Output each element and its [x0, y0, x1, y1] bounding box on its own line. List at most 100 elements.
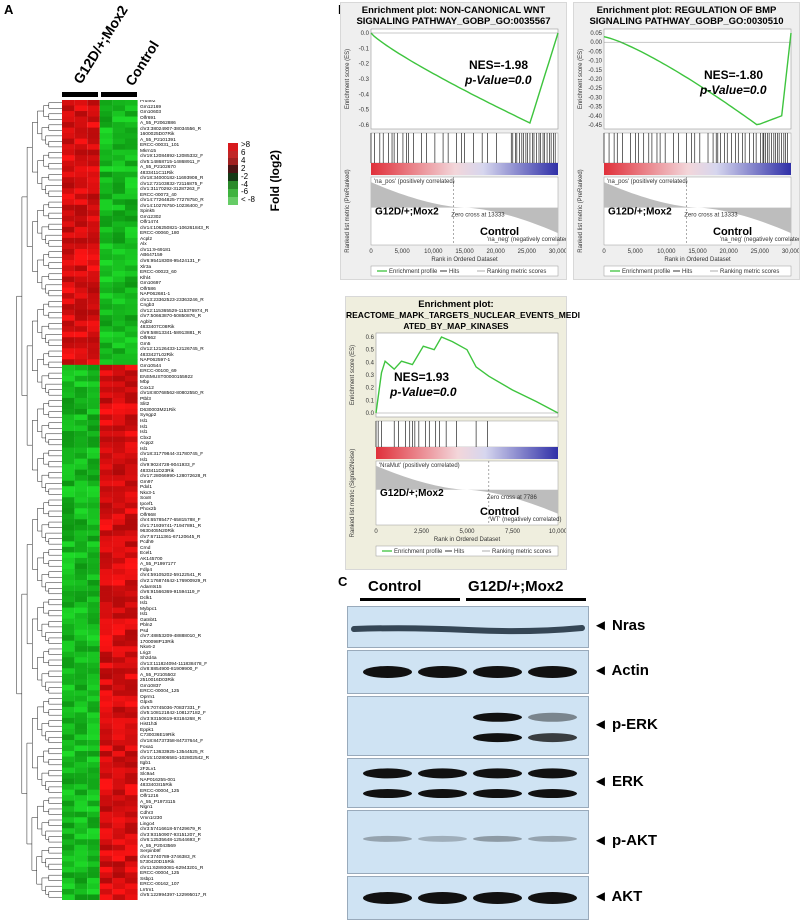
heatmap-cell [74, 855, 88, 862]
heatmap-cell [99, 706, 113, 713]
heatmap-cell [74, 640, 88, 647]
heatmap-cell [125, 740, 138, 746]
heatmap-cell [99, 210, 113, 217]
heatmap-cell [99, 271, 113, 277]
gene-label: Slc9a4 [140, 772, 155, 778]
gene-label: Gm12302 [140, 214, 162, 220]
gene-label: chr9:58813341-58913881_R [140, 330, 202, 336]
heatmap-cell [62, 293, 75, 300]
heatmap-cell [74, 105, 88, 112]
heatmap-cell [87, 894, 100, 900]
gene-label: Olfr662 [140, 336, 156, 342]
heatmap-cell [99, 828, 113, 835]
heatmap-cell [125, 695, 138, 702]
heatmap-cell [87, 122, 100, 128]
heatmap-cell [87, 475, 100, 482]
heatmap-cell [125, 182, 138, 189]
heatmap-cell [99, 574, 113, 581]
heatmap-cell [87, 712, 100, 719]
neg-correlated-label: 'na_neg' (negatively correlated) [487, 237, 566, 243]
heatmap-cell [112, 535, 125, 542]
heatmap-cell [112, 386, 125, 393]
blot-pakt [347, 810, 589, 874]
heatmap-cell [99, 375, 113, 382]
es-tick-label: -0.2 [359, 62, 370, 68]
heatmap-cell [125, 596, 138, 603]
heatmap-cell [99, 800, 113, 807]
heatmap-cell [125, 706, 138, 713]
es-axis-label: Enrichment score (ES) [350, 345, 356, 405]
neg-correlated-label: 'WT' (negatively correlated) [489, 517, 562, 523]
heatmap-cell [74, 265, 88, 272]
heatmap-cell [62, 447, 75, 454]
heatmap-cell [87, 850, 100, 857]
heatmap-cell [62, 828, 75, 835]
enrichment-profile-line [375, 336, 559, 414]
gene-label: Itgb1 [140, 761, 151, 767]
gene-label: chr12:115365529-115376974_R [140, 308, 209, 314]
heatmap-cell [99, 806, 113, 813]
gene-label: 4833411C11Rik [140, 170, 174, 176]
heatmap-cell [112, 541, 125, 548]
heatmap-cell [99, 541, 113, 548]
gene-label: 5730420D15Rik [140, 860, 175, 866]
blot-perk [347, 696, 589, 756]
heatmap-cell [112, 287, 125, 294]
heatmap-cell [62, 248, 75, 255]
legend-tick: -2 [241, 171, 249, 181]
heatmap-cell [112, 800, 125, 807]
gene-label: chr5:122994397-122995017_R [140, 893, 207, 899]
heatmap-cell [99, 657, 113, 664]
heatmap-cell [62, 734, 75, 741]
heatmap-cell [99, 237, 113, 244]
heatmap-cell [87, 298, 100, 305]
heatmap-cell [99, 469, 113, 476]
heatmap-cell [62, 839, 75, 846]
heatmap-cell [125, 844, 138, 851]
legend-item: Hits [454, 549, 464, 555]
heatmap-cell [87, 607, 100, 614]
group-bar-mutant [62, 92, 98, 97]
heatmap-cell [112, 337, 125, 344]
gene-label: 1700098P13Rik [140, 639, 175, 645]
heatmap-cell [87, 745, 100, 752]
heatmap-cell [62, 844, 75, 851]
gene-label: 4833411D23Rik [140, 468, 175, 474]
zero-cross-label: Zero cross at 7786 [487, 495, 538, 501]
neg-correlated-label: 'na_neg' (negatively correlated) [720, 237, 799, 243]
nes-label: NES=-1.98 [469, 58, 528, 72]
enrichment-profile-line [370, 32, 559, 124]
gene-label: Nlgn1 [140, 805, 153, 811]
heatmap-cell [112, 629, 125, 636]
heatmap-cell [87, 635, 100, 642]
x-tick-label: 25,000 [751, 249, 770, 255]
x-tick-label: 0 [369, 249, 373, 255]
heatmap-cell [62, 822, 75, 829]
heatmap-cell [112, 596, 125, 603]
heatmap-cell [112, 740, 125, 746]
rank-axis-label: Ranked list metric (Signal2Noise) [350, 449, 356, 538]
heatmap-cell [87, 480, 100, 487]
heatmap-cell [62, 282, 75, 288]
heatmap-cell [99, 133, 113, 140]
heatmap-cell [87, 105, 100, 112]
heatmap-cell [99, 260, 113, 266]
heatmap-cell [99, 684, 113, 691]
gene-label: A_55_P2105502 [140, 672, 176, 678]
panel-a-letter: A [4, 2, 14, 17]
gene-label: Sox8 [140, 496, 151, 502]
es-axis-label: Enrichment score (ES) [345, 49, 351, 109]
heatmap-cell [125, 756, 138, 763]
heatmap-cell [62, 144, 75, 151]
heatmap-cell [125, 232, 138, 239]
heatmap-cell [99, 717, 113, 724]
heatmap-cell [87, 618, 100, 625]
heatmap-cell [87, 469, 100, 476]
heatmap-cell [87, 728, 100, 735]
gene-label: Hist1h3i [140, 722, 158, 728]
es-tick-label: 0.00 [590, 40, 602, 46]
heatmap-cell [87, 243, 100, 250]
heatmap-cell [125, 728, 138, 735]
heatmap-cell [99, 850, 113, 857]
heatmap-cell [112, 260, 125, 266]
